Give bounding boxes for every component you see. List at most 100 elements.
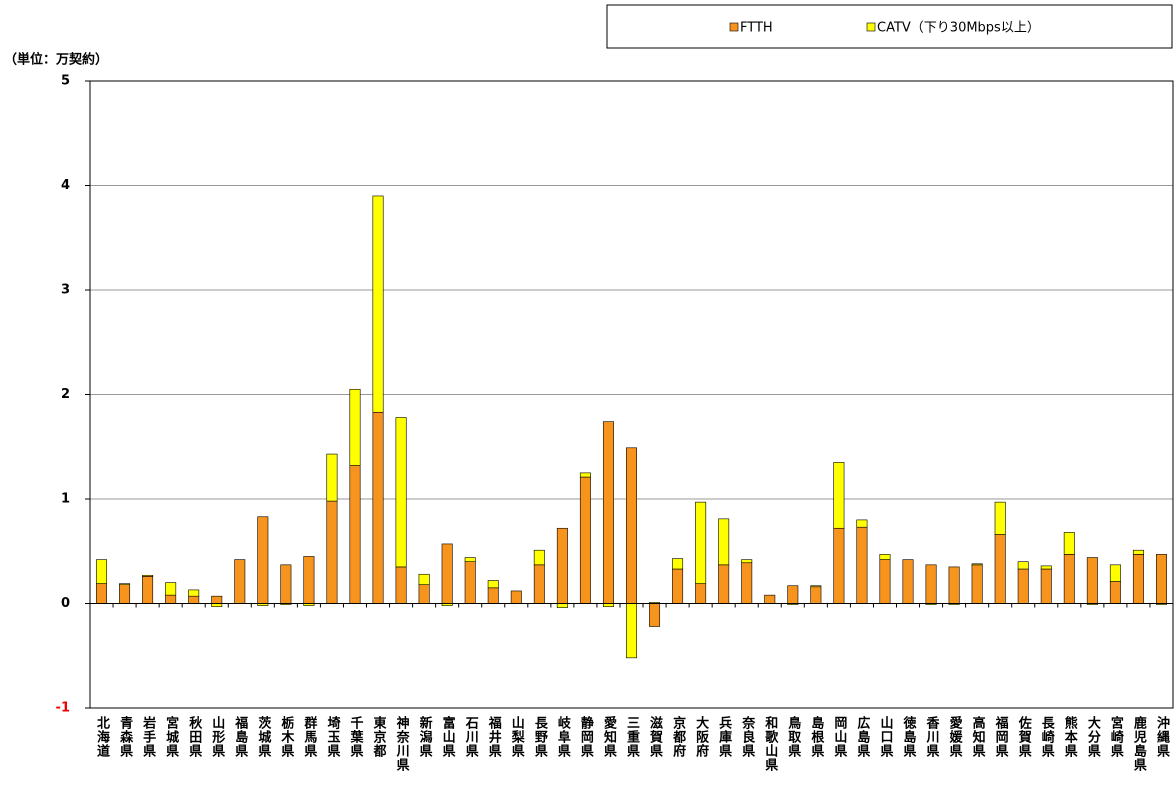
plot-border (89, 80, 1174, 709)
bar-segment (994, 534, 1006, 604)
bar-segment (119, 583, 131, 585)
bar-segment (810, 586, 822, 604)
bar-segment (441, 543, 453, 604)
bar-segment (1132, 549, 1144, 555)
bar-segment (1086, 557, 1098, 604)
x-tick-label: 大分県 (1085, 715, 1101, 758)
bar-segment (741, 562, 753, 604)
legend-swatch (729, 22, 739, 32)
x-tick-label: 栃木県 (278, 715, 295, 758)
x-tick-label: 鳥取県 (785, 715, 801, 758)
legend-label: CATV（下り30Mbps以上） (877, 21, 1040, 36)
y-tick-label: -1 (56, 701, 70, 716)
x-tick-label: 熊本県 (1062, 715, 1078, 758)
bar-segment (395, 566, 407, 604)
x-tick-label: 静岡県 (578, 715, 594, 758)
x-tick-label: 広島県 (854, 715, 870, 758)
bar-segment (96, 559, 108, 584)
bar-segment (833, 462, 845, 529)
bar-segment (764, 594, 776, 604)
bar-segment (879, 554, 891, 560)
x-tick-label: 千葉県 (347, 715, 364, 758)
bar-segment (533, 549, 545, 566)
x-tick-label: 茨城県 (255, 715, 271, 758)
bar-segment (902, 559, 914, 604)
bar-segment (165, 594, 177, 604)
bar-segment (395, 417, 407, 568)
y-tick-label: 5 (61, 74, 70, 89)
bar-segment (718, 518, 730, 566)
x-tick-label: 愛媛県 (947, 715, 964, 758)
x-tick-label: 沖縄県 (1154, 715, 1170, 758)
bar-segment (626, 603, 637, 659)
legend-box (606, 4, 1173, 49)
x-tick-label: 北海道 (94, 716, 110, 758)
bar-segment (948, 566, 960, 604)
bar-segment (257, 516, 269, 604)
x-tick-label: 群馬県 (301, 715, 317, 758)
bar-segment (464, 557, 476, 563)
y-tick-label: 3 (61, 283, 70, 298)
bar-segment (1017, 568, 1029, 604)
x-tick-label: 京都府 (670, 715, 687, 758)
bar-segment (971, 563, 983, 566)
bar-segment (1063, 532, 1075, 555)
x-tick-label: 山形県 (209, 715, 225, 758)
x-tick-label: 島根県 (808, 715, 824, 758)
bar-segment (579, 476, 591, 604)
x-tick-label: 愛知県 (601, 715, 617, 758)
bar-segment (672, 558, 684, 570)
bar-segment (718, 564, 730, 604)
bar-segment (925, 564, 937, 604)
bar-segment (1155, 554, 1167, 604)
bar-segment (372, 195, 384, 413)
x-tick-label: 山口県 (877, 715, 893, 758)
x-tick-label: 岡山県 (831, 716, 847, 758)
bar-segment (649, 603, 661, 627)
x-tick-label: 富山県 (440, 715, 456, 758)
bar-segment (1109, 564, 1121, 582)
bar-segment (165, 582, 177, 596)
bar-segment (556, 527, 568, 604)
bar-segment (487, 580, 499, 589)
x-tick-label: 岩手県 (140, 715, 157, 758)
x-tick-label: 福島県 (232, 715, 249, 758)
x-tick-label: 兵庫県 (716, 715, 732, 758)
bar-segment (1017, 561, 1029, 570)
x-tick-label: 神奈川県 (394, 715, 411, 772)
legend-swatch (866, 22, 876, 32)
bar-segment (510, 590, 522, 604)
x-tick-label: 長野県 (532, 716, 548, 758)
x-tick-label: 福岡県 (993, 715, 1010, 758)
bar-segment (579, 472, 591, 478)
x-tick-label: 香川県 (924, 715, 941, 758)
x-tick-label: 石川県 (463, 716, 480, 758)
bar-segment (856, 519, 868, 528)
bar-segment (695, 501, 707, 584)
bar-segment (556, 603, 568, 608)
x-tick-label: 鹿児島県 (1131, 715, 1148, 772)
bar-segment (971, 564, 983, 604)
bar-segment (1040, 565, 1052, 570)
x-tick-label: 三重県 (624, 716, 640, 758)
bar-segment (142, 576, 154, 604)
x-tick-label: 青森県 (117, 715, 133, 758)
x-tick-label: 和歌山県 (762, 715, 778, 772)
x-tick-label: 新潟県 (417, 715, 433, 758)
bar-segment (418, 584, 430, 604)
x-tick-label: 岐阜県 (555, 715, 571, 758)
x-tick-label: 長崎県 (1039, 716, 1055, 758)
bar-segment (602, 421, 614, 604)
y-tick-label: 1 (61, 492, 70, 507)
legend-label: FTTH (740, 21, 773, 36)
x-tick-label: 大阪府 (693, 715, 709, 758)
bar-segment (487, 587, 499, 604)
x-tick-label: 東京都 (371, 715, 388, 758)
bar-segment (1040, 568, 1052, 604)
x-tick-label: 佐賀県 (1016, 715, 1033, 758)
bar-segment (879, 559, 891, 604)
bar-segment (741, 559, 753, 564)
bar-segment (211, 595, 223, 604)
x-tick-label: 秋田県 (186, 715, 202, 758)
